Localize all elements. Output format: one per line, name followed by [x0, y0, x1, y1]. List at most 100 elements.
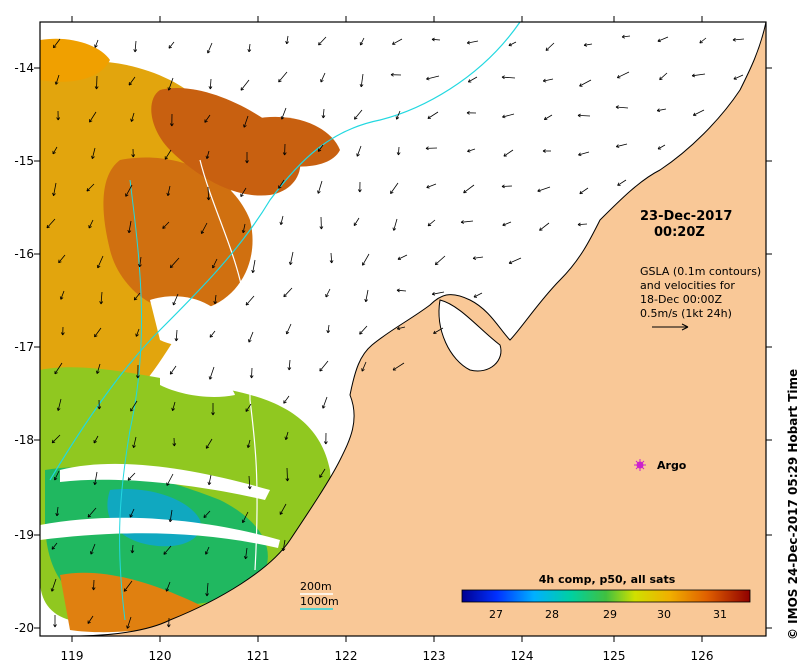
velocity-arrow	[242, 511, 249, 523]
velocity-arrow	[657, 108, 667, 112]
plot-frame	[39, 21, 767, 637]
velocity-arrow	[53, 182, 57, 196]
velocity-arrow	[396, 289, 407, 292]
velocity-arrow-head	[466, 110, 470, 115]
velocity-arrow	[617, 71, 630, 79]
timestamp-time: 00:20Z	[654, 225, 705, 240]
velocity-arrow-head	[54, 476, 58, 481]
velocity-arrow	[282, 539, 286, 551]
velocity-arrow	[204, 114, 211, 123]
velocity-arrow	[539, 222, 550, 231]
velocity-arrow	[51, 578, 57, 592]
x-tick-label: 125	[603, 649, 626, 663]
velocity-arrow-head	[325, 293, 329, 298]
velocity-arrow-head	[53, 44, 57, 49]
velocity-arrow	[325, 288, 331, 298]
velocity-arrow	[362, 253, 370, 266]
velocity-arrow	[128, 220, 132, 233]
velocity-arrow	[94, 327, 102, 338]
velocity-arrow	[353, 217, 360, 226]
velocity-arrow	[172, 293, 179, 306]
velocity-arrow-head	[282, 152, 287, 156]
velocity-arrow	[545, 42, 555, 51]
velocity-arrow	[94, 471, 98, 485]
velocity-arrow-head	[434, 261, 439, 266]
velocity-arrow-head	[208, 376, 213, 380]
velocity-arrow	[127, 472, 136, 481]
velocity-arrow	[168, 41, 175, 49]
velocity-arrow-head	[94, 44, 98, 48]
velocity-arrow-head	[174, 338, 179, 342]
velocity-arrow	[206, 582, 209, 597]
velocity-arrow-head	[60, 332, 65, 336]
velocity-arrow-head	[392, 41, 396, 45]
velocity-arrow-head	[53, 624, 57, 628]
sst-layer	[40, 38, 340, 633]
velocity-arrow	[435, 255, 446, 265]
velocity-arrow	[322, 108, 325, 119]
velocity-arrow-head	[169, 123, 174, 127]
velocity-arrow-head	[168, 45, 172, 49]
velocity-arrow	[577, 223, 588, 225]
velocity-arrow-head	[354, 116, 358, 120]
velocity-arrow-head	[691, 73, 696, 78]
velocity-arrow	[209, 366, 215, 380]
velocity-arrow	[617, 179, 627, 186]
velocity-arrow-head	[361, 368, 365, 372]
velocity-arrow	[501, 185, 513, 187]
velocity-arrow-head	[243, 124, 247, 128]
velocity-arrow-head	[329, 260, 334, 264]
x-tick-label: 119	[61, 649, 84, 663]
velocity-arrow	[164, 149, 172, 160]
velocity-arrow-head	[169, 371, 174, 375]
velocity-arrow	[46, 218, 56, 229]
velocity-arrow	[53, 38, 61, 49]
velocity-arrow	[209, 330, 216, 338]
velocity-arrow	[398, 146, 400, 156]
velocity-arrow	[169, 509, 173, 522]
velocity-arrow-head	[245, 160, 249, 164]
velocity-arrow-head	[162, 225, 166, 229]
velocity-arrow-head	[281, 547, 286, 552]
velocity-arrow-head	[126, 625, 130, 629]
velocity-arrow-head	[467, 79, 472, 83]
gsla-line-3: 18-Dec 00:00Z	[640, 293, 722, 306]
velocity-arrow	[169, 365, 177, 375]
velocity-arrow	[93, 435, 99, 444]
colorbar-tick: 30	[657, 608, 671, 621]
velocity-arrow	[461, 220, 474, 223]
velocity-arrow	[52, 146, 58, 155]
velocity-arrow-head	[278, 185, 282, 189]
velocity-arrow	[134, 40, 137, 53]
velocity-arrow-head	[285, 40, 290, 45]
velocity-arrow-head	[319, 368, 323, 372]
velocity-arrow-head	[616, 144, 620, 148]
velocity-arrow	[96, 363, 101, 374]
velocity-arrow	[167, 185, 171, 196]
velocity-arrow-head	[52, 150, 56, 155]
velocity-arrow-head	[133, 49, 138, 53]
velocity-arrow-head	[359, 331, 363, 335]
velocity-arrow-head	[278, 78, 282, 83]
velocity-arrow-head	[427, 222, 432, 227]
velocity-arrow-head	[164, 156, 168, 160]
velocity-arrow-head	[55, 513, 60, 517]
velocity-arrow-head	[615, 105, 619, 110]
velocity-arrow	[245, 547, 248, 559]
velocity-arrow	[327, 324, 330, 333]
x-tick-label: 123	[423, 649, 446, 663]
velocity-arrow-head	[251, 269, 256, 274]
colorbar-title: 4h comp, p50, all sats	[539, 573, 676, 586]
velocity-arrow	[473, 292, 483, 298]
velocity-arrow	[242, 223, 246, 233]
velocity-arrow-head	[133, 296, 138, 301]
velocity-arrow-head	[247, 486, 252, 490]
velocity-arrow	[123, 580, 133, 592]
velocity-arrow-head	[390, 72, 394, 77]
velocity-arrow-head	[280, 116, 285, 120]
velocity-arrow-head	[285, 478, 290, 482]
velocity-arrow-head	[89, 119, 93, 123]
velocity-arrow-head	[243, 555, 248, 560]
y-tick-label: -15	[14, 154, 34, 168]
velocity-arrow-head	[127, 229, 132, 234]
